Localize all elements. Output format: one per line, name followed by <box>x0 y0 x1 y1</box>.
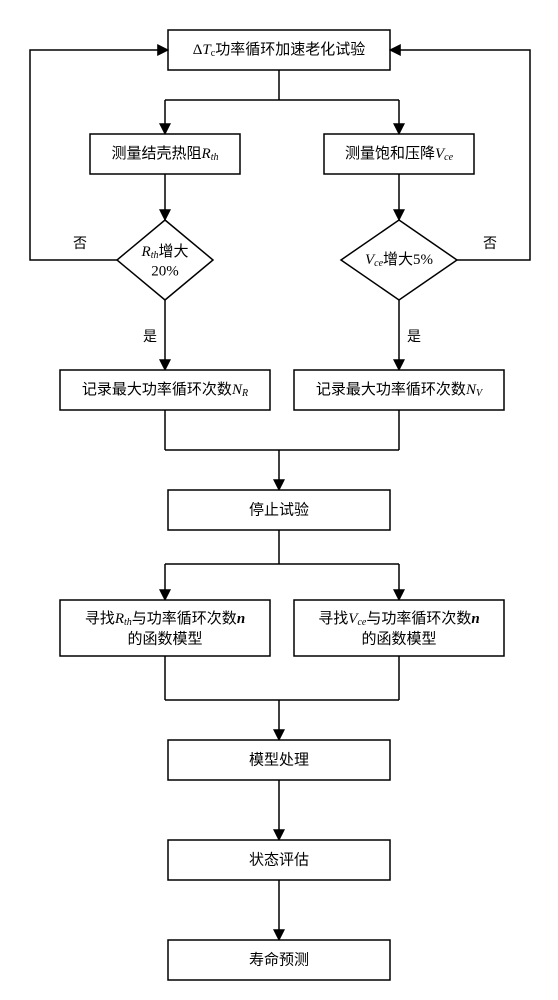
svg-text:寻找Rth与功率循环次数n: 寻找Rth与功率循环次数n <box>85 610 245 628</box>
node-record-nr: 记录最大功率循环次数NR <box>60 370 270 410</box>
node-model-vce: 寻找Vce与功率循环次数n 的函数模型 <box>294 600 504 656</box>
svg-text:的函数模型: 的函数模型 <box>127 630 202 647</box>
svg-text:记录最大功率循环次数NR: 记录最大功率循环次数NR <box>82 381 248 399</box>
svg-text:20%: 20% <box>151 263 179 279</box>
label-no: 否 <box>73 237 87 252</box>
svg-text:记录最大功率循环次数NV: 记录最大功率循环次数NV <box>316 381 484 399</box>
label-no: 否 <box>483 237 497 252</box>
svg-text:测量饱和压降Vce: 测量饱和压降Vce <box>345 145 454 163</box>
node-state-eval: 状态评估 <box>168 840 390 880</box>
node-model-proc: 模型处理 <box>168 740 390 780</box>
node-stop: 停止试验 <box>168 490 390 530</box>
node-measure-rth: 测量结壳热阻Rth <box>90 134 240 174</box>
svg-text:的函数模型: 的函数模型 <box>361 630 436 647</box>
label-yes: 是 <box>407 330 421 345</box>
svg-text:模型处理: 模型处理 <box>249 751 309 768</box>
node-decision-rth: Rth增大 20% <box>117 220 213 300</box>
svg-text:状态评估: 状态评估 <box>249 851 309 868</box>
node-measure-vce: 测量饱和压降Vce <box>324 134 474 174</box>
svg-text:Rth增大: Rth增大 <box>141 243 189 261</box>
node-model-rth: 寻找Rth与功率循环次数n 的函数模型 <box>60 600 270 656</box>
svg-text:停止试验: 停止试验 <box>249 501 309 518</box>
label-yes: 是 <box>143 330 157 345</box>
svg-text:测量结壳热阻Rth: 测量结壳热阻Rth <box>112 145 219 163</box>
flowchart: ΔTc功率循环加速老化试验 测量结壳热阻Rth 测量饱和压降Vce Rth增大 … <box>0 0 558 1000</box>
svg-text:寻找Vce与功率循环次数n: 寻找Vce与功率循环次数n <box>318 610 479 628</box>
svg-text:ΔTc功率循环加速老化试验: ΔTc功率循环加速老化试验 <box>193 41 365 59</box>
svg-text:寿命预测: 寿命预测 <box>249 950 309 968</box>
node-life-pred: 寿命预测 <box>168 940 390 980</box>
node-decision-vce: Vce增大5% <box>341 220 457 300</box>
node-start: ΔTc功率循环加速老化试验 <box>168 30 390 70</box>
node-record-nv: 记录最大功率循环次数NV <box>294 370 504 410</box>
